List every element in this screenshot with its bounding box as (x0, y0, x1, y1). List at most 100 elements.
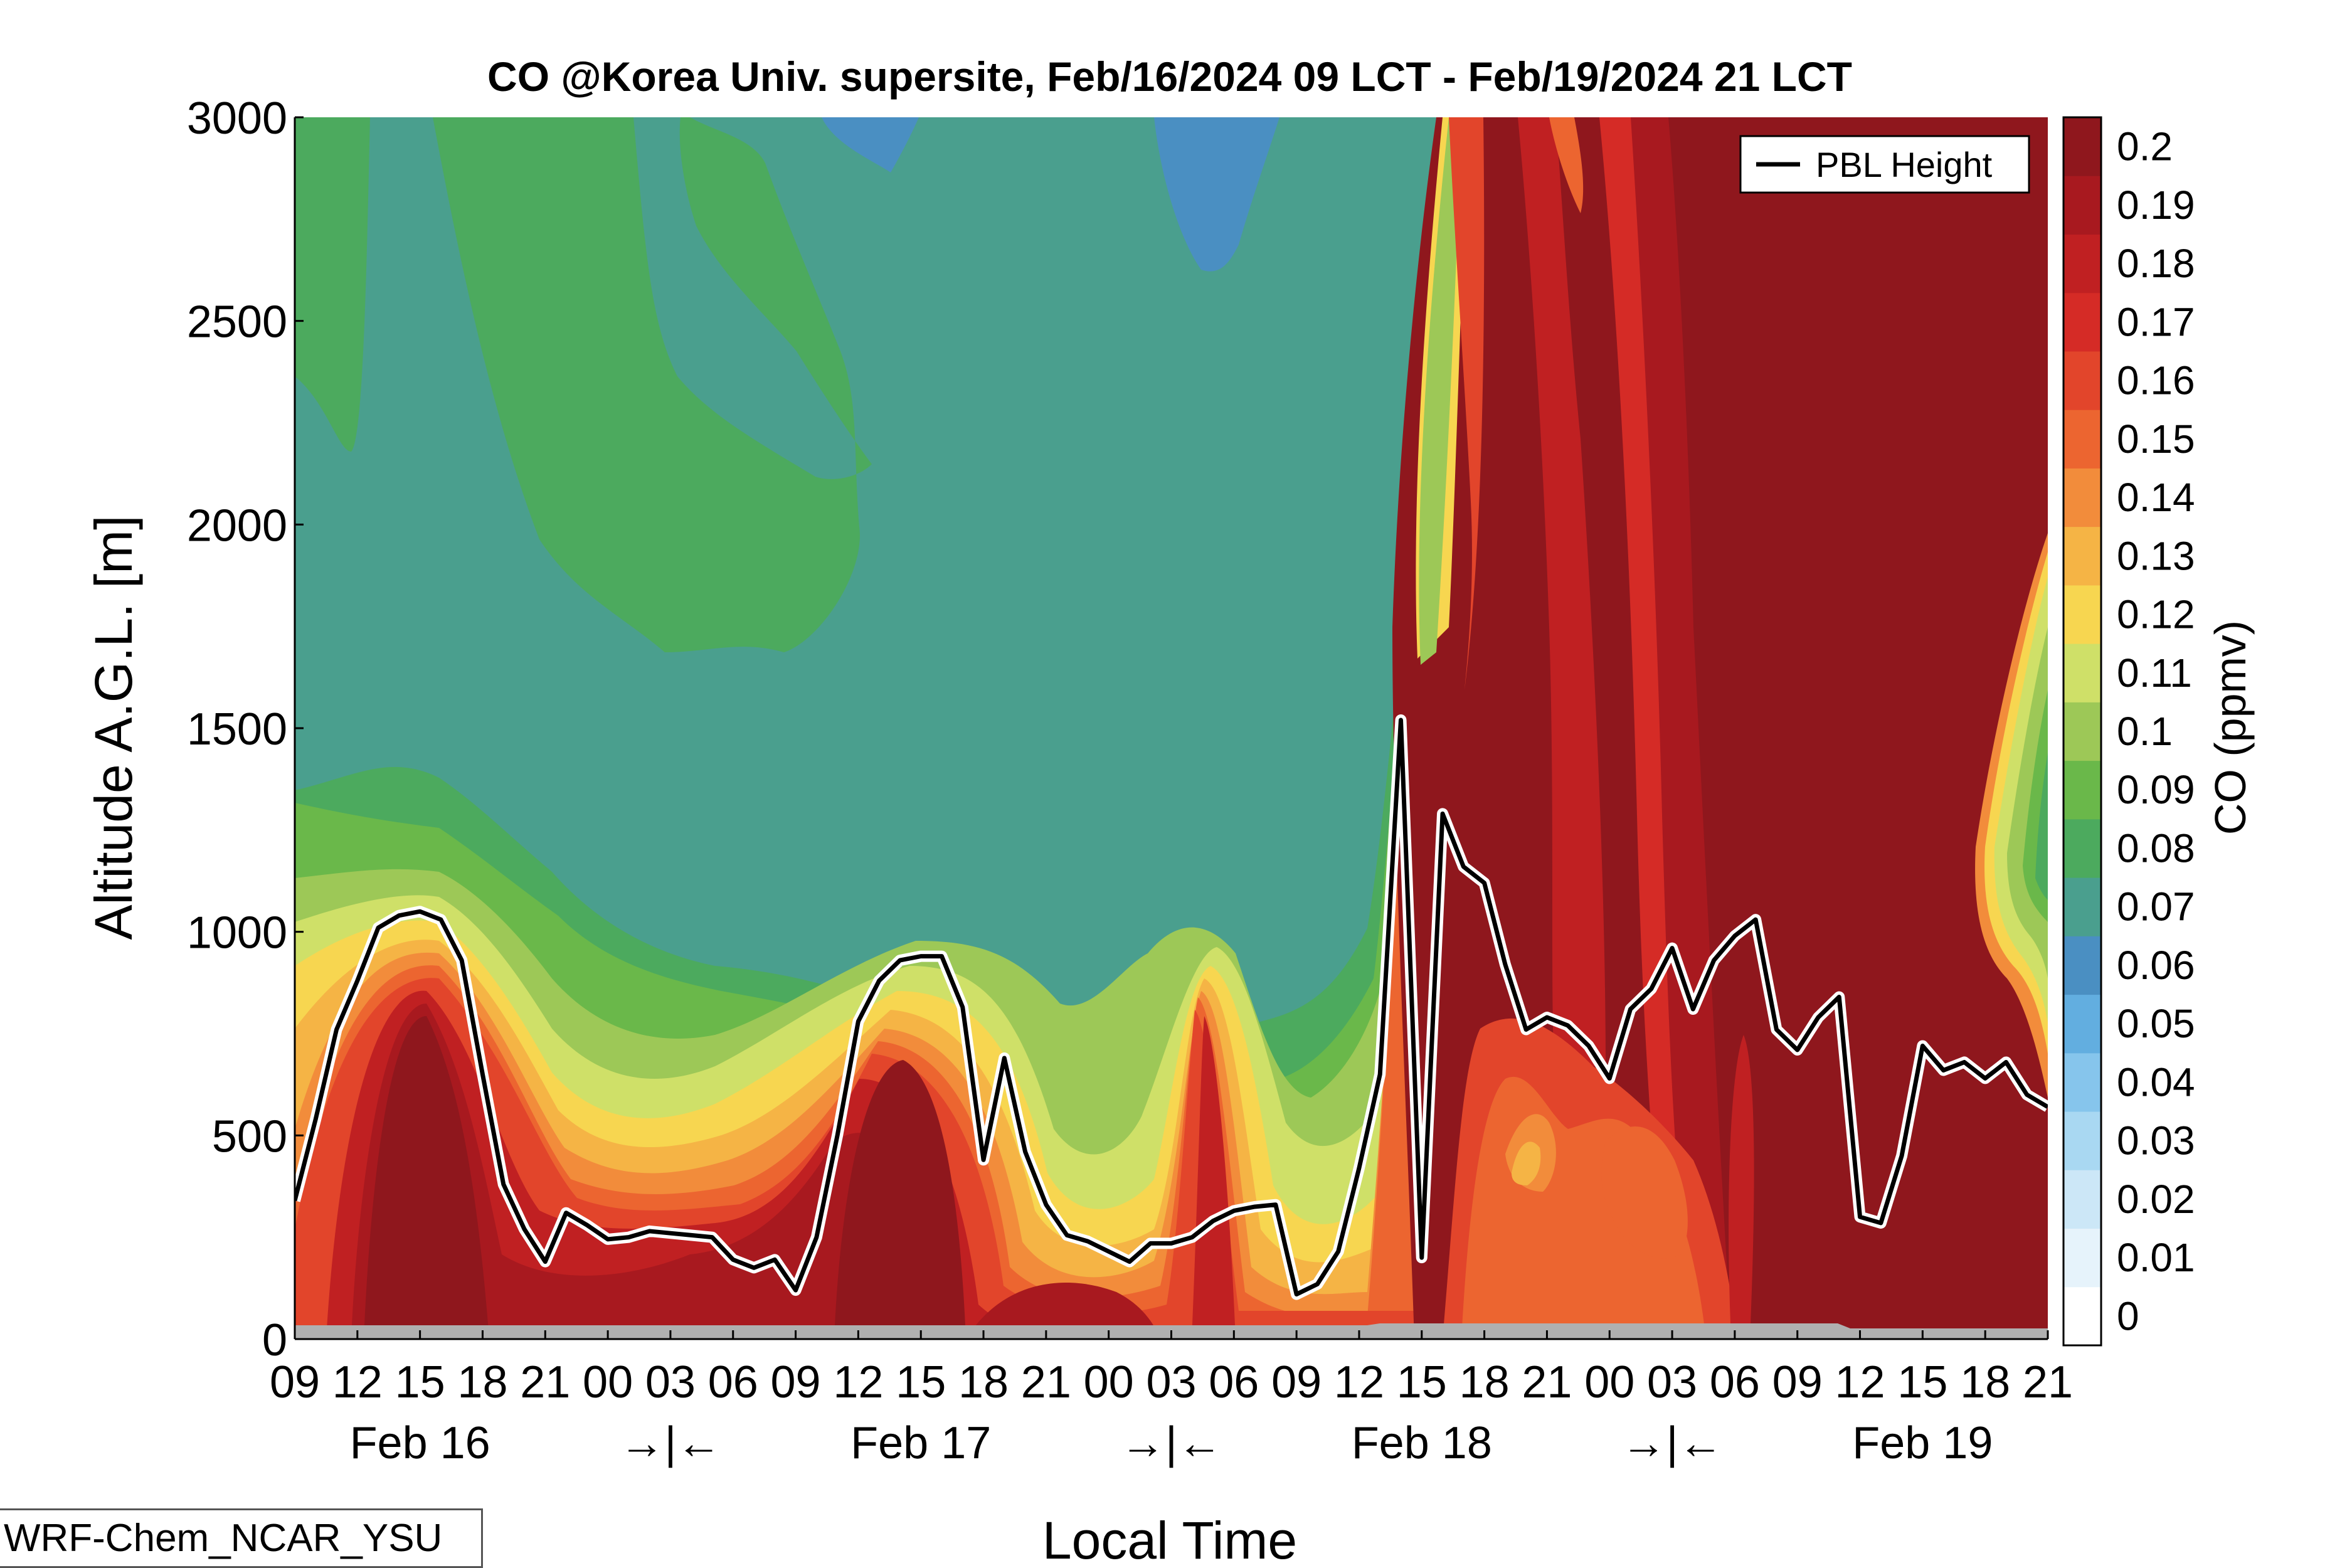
colorbar: 0 0.01 0.02 0.03 0.04 0.05 0.06 0.07 0.08 0.09 0.1… (2063, 117, 2195, 1346)
x-tick-label: 18 (457, 1357, 507, 1407)
colorbar-tick-label: 0.13 (2117, 533, 2195, 578)
colorbar-tick-label: 0.03 (2117, 1118, 2195, 1163)
co-streak-a (1518, 117, 1606, 1066)
x-day-label: Feb 17 (850, 1418, 991, 1468)
x-tick-label: 18 (958, 1357, 1009, 1407)
x-tick-label: 18 (1459, 1357, 1510, 1407)
x-tick-label: 06 (1209, 1357, 1259, 1407)
colorbar-segment (2063, 468, 2101, 527)
x-day-label: Feb 16 (350, 1418, 490, 1468)
x-tick-label: 15 (1897, 1357, 1947, 1407)
colorbar-segment (2063, 1286, 2101, 1346)
x-day-label: Feb 19 (1852, 1418, 1993, 1468)
x-tick-label: 00 (583, 1357, 633, 1407)
x-tick-label: 15 (896, 1357, 946, 1407)
x-tick-label: 03 (1647, 1357, 1697, 1407)
x-tick-label: 00 (1084, 1357, 1134, 1407)
x-tick-label: 06 (708, 1357, 758, 1407)
legend: PBL Height (1739, 135, 2030, 194)
colorbar-tick-label: 0.1 (2117, 709, 2173, 754)
y-tick-label: 2000 (187, 501, 287, 551)
x-tick-label: 21 (1021, 1357, 1071, 1407)
colorbar-tick-label: 0.2 (2117, 124, 2173, 169)
co-band-0.08-upper (295, 117, 872, 652)
x-tick-label: 03 (1146, 1357, 1196, 1407)
colorbar-segment (2063, 936, 2101, 995)
x-axis-label: Local Time (1042, 1511, 1297, 1568)
colorbar-segment (2063, 877, 2101, 936)
x-tick-label: 03 (645, 1357, 696, 1407)
colorbar-segment (2063, 234, 2101, 294)
x-tick-label: 09 (1772, 1357, 1823, 1407)
colorbar-tick-label: 0.04 (2117, 1059, 2195, 1104)
x-tick-label: 12 (1835, 1357, 1885, 1407)
colorbar-tick-label: 0.12 (2117, 592, 2195, 637)
colorbar-label: CO (ppmv) (2206, 620, 2255, 835)
colorbar-segment (2063, 526, 2101, 586)
x-tick-label: 09 (1271, 1357, 1322, 1407)
co-lowband-0.13 (1512, 1142, 1541, 1185)
y-tick-label: 1500 (187, 704, 287, 755)
x-ticks: 09 12 15 18 21 00 03 06 09 12 15 18 21 00 03 06 09 12 15 18… (270, 1330, 2073, 1407)
colorbar-segment (2063, 292, 2101, 352)
colorbar-segment (2063, 1052, 2101, 1112)
colorbar-tick-label: 0.05 (2117, 1001, 2195, 1046)
colorbar-tick-label: 0.02 (2117, 1177, 2195, 1222)
colorbar-segment (2063, 994, 2101, 1054)
colorbar-segment (2063, 117, 2101, 176)
colorbar-segment (2063, 1111, 2101, 1170)
model-source-label: WRF-Chem_NCAR_YSU (0, 1508, 483, 1568)
co-intrusion-0.08 (2035, 753, 2048, 900)
x-tick-label: 21 (520, 1357, 570, 1407)
x-tick-label: 18 (1960, 1357, 2010, 1407)
colorbar-segment (2063, 760, 2101, 820)
colorbar-segment (2063, 644, 2101, 702)
colorbar-segment (2063, 410, 2101, 469)
colorbar-segment (2063, 1228, 2101, 1288)
y-tick-label: 500 (212, 1111, 287, 1162)
x-day-label: Feb 18 (1352, 1418, 1492, 1468)
y-tick-label: 2500 (187, 297, 287, 347)
colorbar-tick-label: 0.08 (2117, 825, 2195, 871)
x-tick-label: 21 (1522, 1357, 1572, 1407)
y-axis-label: Altitude A.G.L. [m] (84, 516, 143, 940)
y-ticks: 0 500 1000 1500 2000 2500 3000 (187, 93, 304, 1365)
co-field (295, 117, 2048, 1339)
co-core-0.19-night (966, 1282, 1160, 1339)
colorbar-tick-label: 0.11 (2117, 650, 2192, 696)
colorbar-segment (2063, 818, 2101, 878)
co-streak-a-tip (1549, 117, 1584, 213)
colorbar-tick-label: 0.09 (2117, 767, 2195, 812)
pbl-line (295, 718, 2048, 1297)
co-pocket-0.06-b (1154, 117, 1279, 272)
x-day-label: →|← (620, 1418, 722, 1468)
colorbar-frame (2062, 116, 2102, 1347)
x-tick-label: 00 (1584, 1357, 1634, 1407)
co-streak-c (1631, 117, 1731, 1339)
colorbar-tick-label: 0.06 (2117, 943, 2195, 988)
co-core-0.19-left (351, 1004, 941, 1339)
colorbar-tick-label: 0.07 (2117, 884, 2195, 930)
colorbar-tick-label: 0.15 (2117, 416, 2195, 462)
y-tick-label: 0 (262, 1315, 287, 1365)
x-day-label: →|← (1621, 1418, 1724, 1468)
x-tick-label: 12 (833, 1357, 883, 1407)
colorbar-segment (2063, 585, 2101, 644)
co-core-0.20-feb17 (834, 1060, 966, 1339)
x-tick-label: 09 (771, 1357, 821, 1407)
x-tick-label: 12 (332, 1357, 383, 1407)
colorbar-segment (2063, 176, 2101, 235)
x-tick-label: 15 (395, 1357, 445, 1407)
legend-pbl-label: PBL Height (1816, 145, 1993, 184)
x-tick-label: 12 (1334, 1357, 1384, 1407)
x-day-labels: Feb 16 →|← Feb 17 →|← Feb 18 →|← Feb 19 (350, 1418, 1993, 1468)
colorbar-tick-label: 0.19 (2117, 183, 2195, 228)
x-tick-label: 09 (270, 1357, 320, 1407)
co-lowband-0.18 (1729, 1035, 1754, 1339)
x-day-label: →|← (1120, 1418, 1222, 1468)
y-tick-label: 3000 (187, 93, 287, 144)
colorbar-tick-label: 0.16 (2117, 358, 2195, 403)
colorbar-tick-label: 0.14 (2117, 475, 2195, 520)
co-pocket-0.06-a (822, 117, 919, 172)
